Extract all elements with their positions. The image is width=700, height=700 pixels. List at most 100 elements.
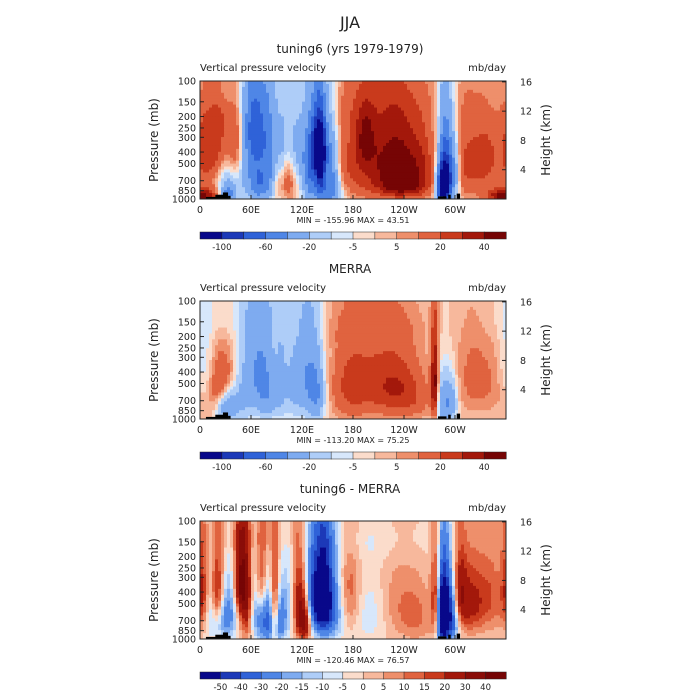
field-cell xyxy=(452,113,456,117)
field-cell xyxy=(503,116,507,120)
field-cell xyxy=(368,119,372,123)
field-cell xyxy=(320,157,324,162)
field-cell xyxy=(260,89,264,94)
field-cell xyxy=(473,312,477,317)
field-cell xyxy=(389,81,393,85)
field-cell xyxy=(296,175,300,179)
field-cell xyxy=(455,315,459,320)
field-cell xyxy=(269,160,273,164)
field-cell xyxy=(302,309,306,314)
field-cell xyxy=(491,193,495,197)
colorbar-swatch xyxy=(374,231,398,240)
field-cell xyxy=(269,137,273,141)
field-cell xyxy=(296,95,300,100)
field-cell xyxy=(365,142,369,147)
field-cell xyxy=(347,163,351,167)
field-cell xyxy=(314,196,318,200)
field-cell xyxy=(266,148,270,153)
field-cell xyxy=(497,187,501,191)
field-cell xyxy=(341,157,345,162)
field-cell xyxy=(416,95,420,100)
field-cell xyxy=(386,142,390,147)
field-cell xyxy=(302,134,306,138)
field-cell xyxy=(464,190,468,194)
field-cell xyxy=(290,131,294,135)
field-cell xyxy=(215,134,219,138)
field-cell xyxy=(470,315,474,320)
field-cell xyxy=(419,321,423,325)
field-cell xyxy=(461,125,465,129)
field-cell xyxy=(404,95,408,100)
field-cell xyxy=(353,104,357,108)
field-cell xyxy=(374,321,378,325)
field-cell xyxy=(497,303,501,308)
field-cell xyxy=(215,151,219,156)
field-cell xyxy=(275,172,279,176)
field-cell xyxy=(350,122,354,126)
field-cell xyxy=(215,190,219,194)
field-cell xyxy=(377,110,381,114)
field-cell xyxy=(410,89,414,94)
field-cell xyxy=(476,312,480,317)
field-cell xyxy=(383,148,387,153)
field-cell xyxy=(203,309,207,314)
field-cell xyxy=(266,110,270,114)
field-cell xyxy=(386,98,390,103)
field-cell xyxy=(218,101,222,105)
field-cell xyxy=(251,128,255,132)
field-cell xyxy=(293,175,297,179)
field-cell xyxy=(236,101,240,105)
field-cell xyxy=(266,142,270,147)
field-cell xyxy=(464,315,468,320)
field-cell xyxy=(464,318,468,323)
field-cell xyxy=(218,321,222,325)
field-cell xyxy=(344,175,348,179)
field-cell xyxy=(356,312,360,317)
field-cell xyxy=(485,184,489,188)
field-cell xyxy=(317,318,321,323)
field-cell xyxy=(287,321,291,325)
field-cell xyxy=(356,89,360,94)
field-cell xyxy=(470,104,474,108)
field-cell xyxy=(335,166,339,170)
field-cell xyxy=(317,142,321,147)
field-cell xyxy=(293,81,297,85)
field-cell xyxy=(392,315,396,320)
field-cell xyxy=(215,145,219,150)
field-cell xyxy=(212,113,216,117)
field-cell xyxy=(344,125,348,129)
field-cell xyxy=(317,178,321,182)
field-cell xyxy=(281,163,285,167)
field-cell xyxy=(458,92,462,97)
field-cell xyxy=(224,312,228,317)
field-cell xyxy=(311,166,315,170)
field-cell xyxy=(440,181,444,185)
field-cell xyxy=(347,104,351,108)
field-cell xyxy=(419,81,423,85)
field-cell xyxy=(503,140,507,144)
field-cell xyxy=(281,104,285,108)
field-cell xyxy=(275,95,279,100)
field-cell xyxy=(290,145,294,150)
field-cell xyxy=(305,178,309,182)
field-cell xyxy=(503,312,507,317)
field-cell xyxy=(248,318,252,323)
field-cell xyxy=(482,125,486,129)
field-cell xyxy=(230,98,234,103)
field-cell xyxy=(365,157,369,162)
field-cell xyxy=(242,142,246,147)
field-cell xyxy=(368,157,372,162)
field-cell xyxy=(419,166,423,170)
field-cell xyxy=(335,196,339,200)
field-cell xyxy=(416,318,420,323)
field-cell xyxy=(347,83,351,88)
field-cell xyxy=(428,321,432,325)
field-cell xyxy=(503,142,507,147)
field-cell xyxy=(419,148,423,153)
field-cell xyxy=(293,125,297,129)
field-cell xyxy=(290,196,294,200)
field-cell xyxy=(332,187,336,191)
field-cell xyxy=(464,154,468,159)
field-cell xyxy=(239,128,243,132)
field-cell xyxy=(245,151,249,156)
